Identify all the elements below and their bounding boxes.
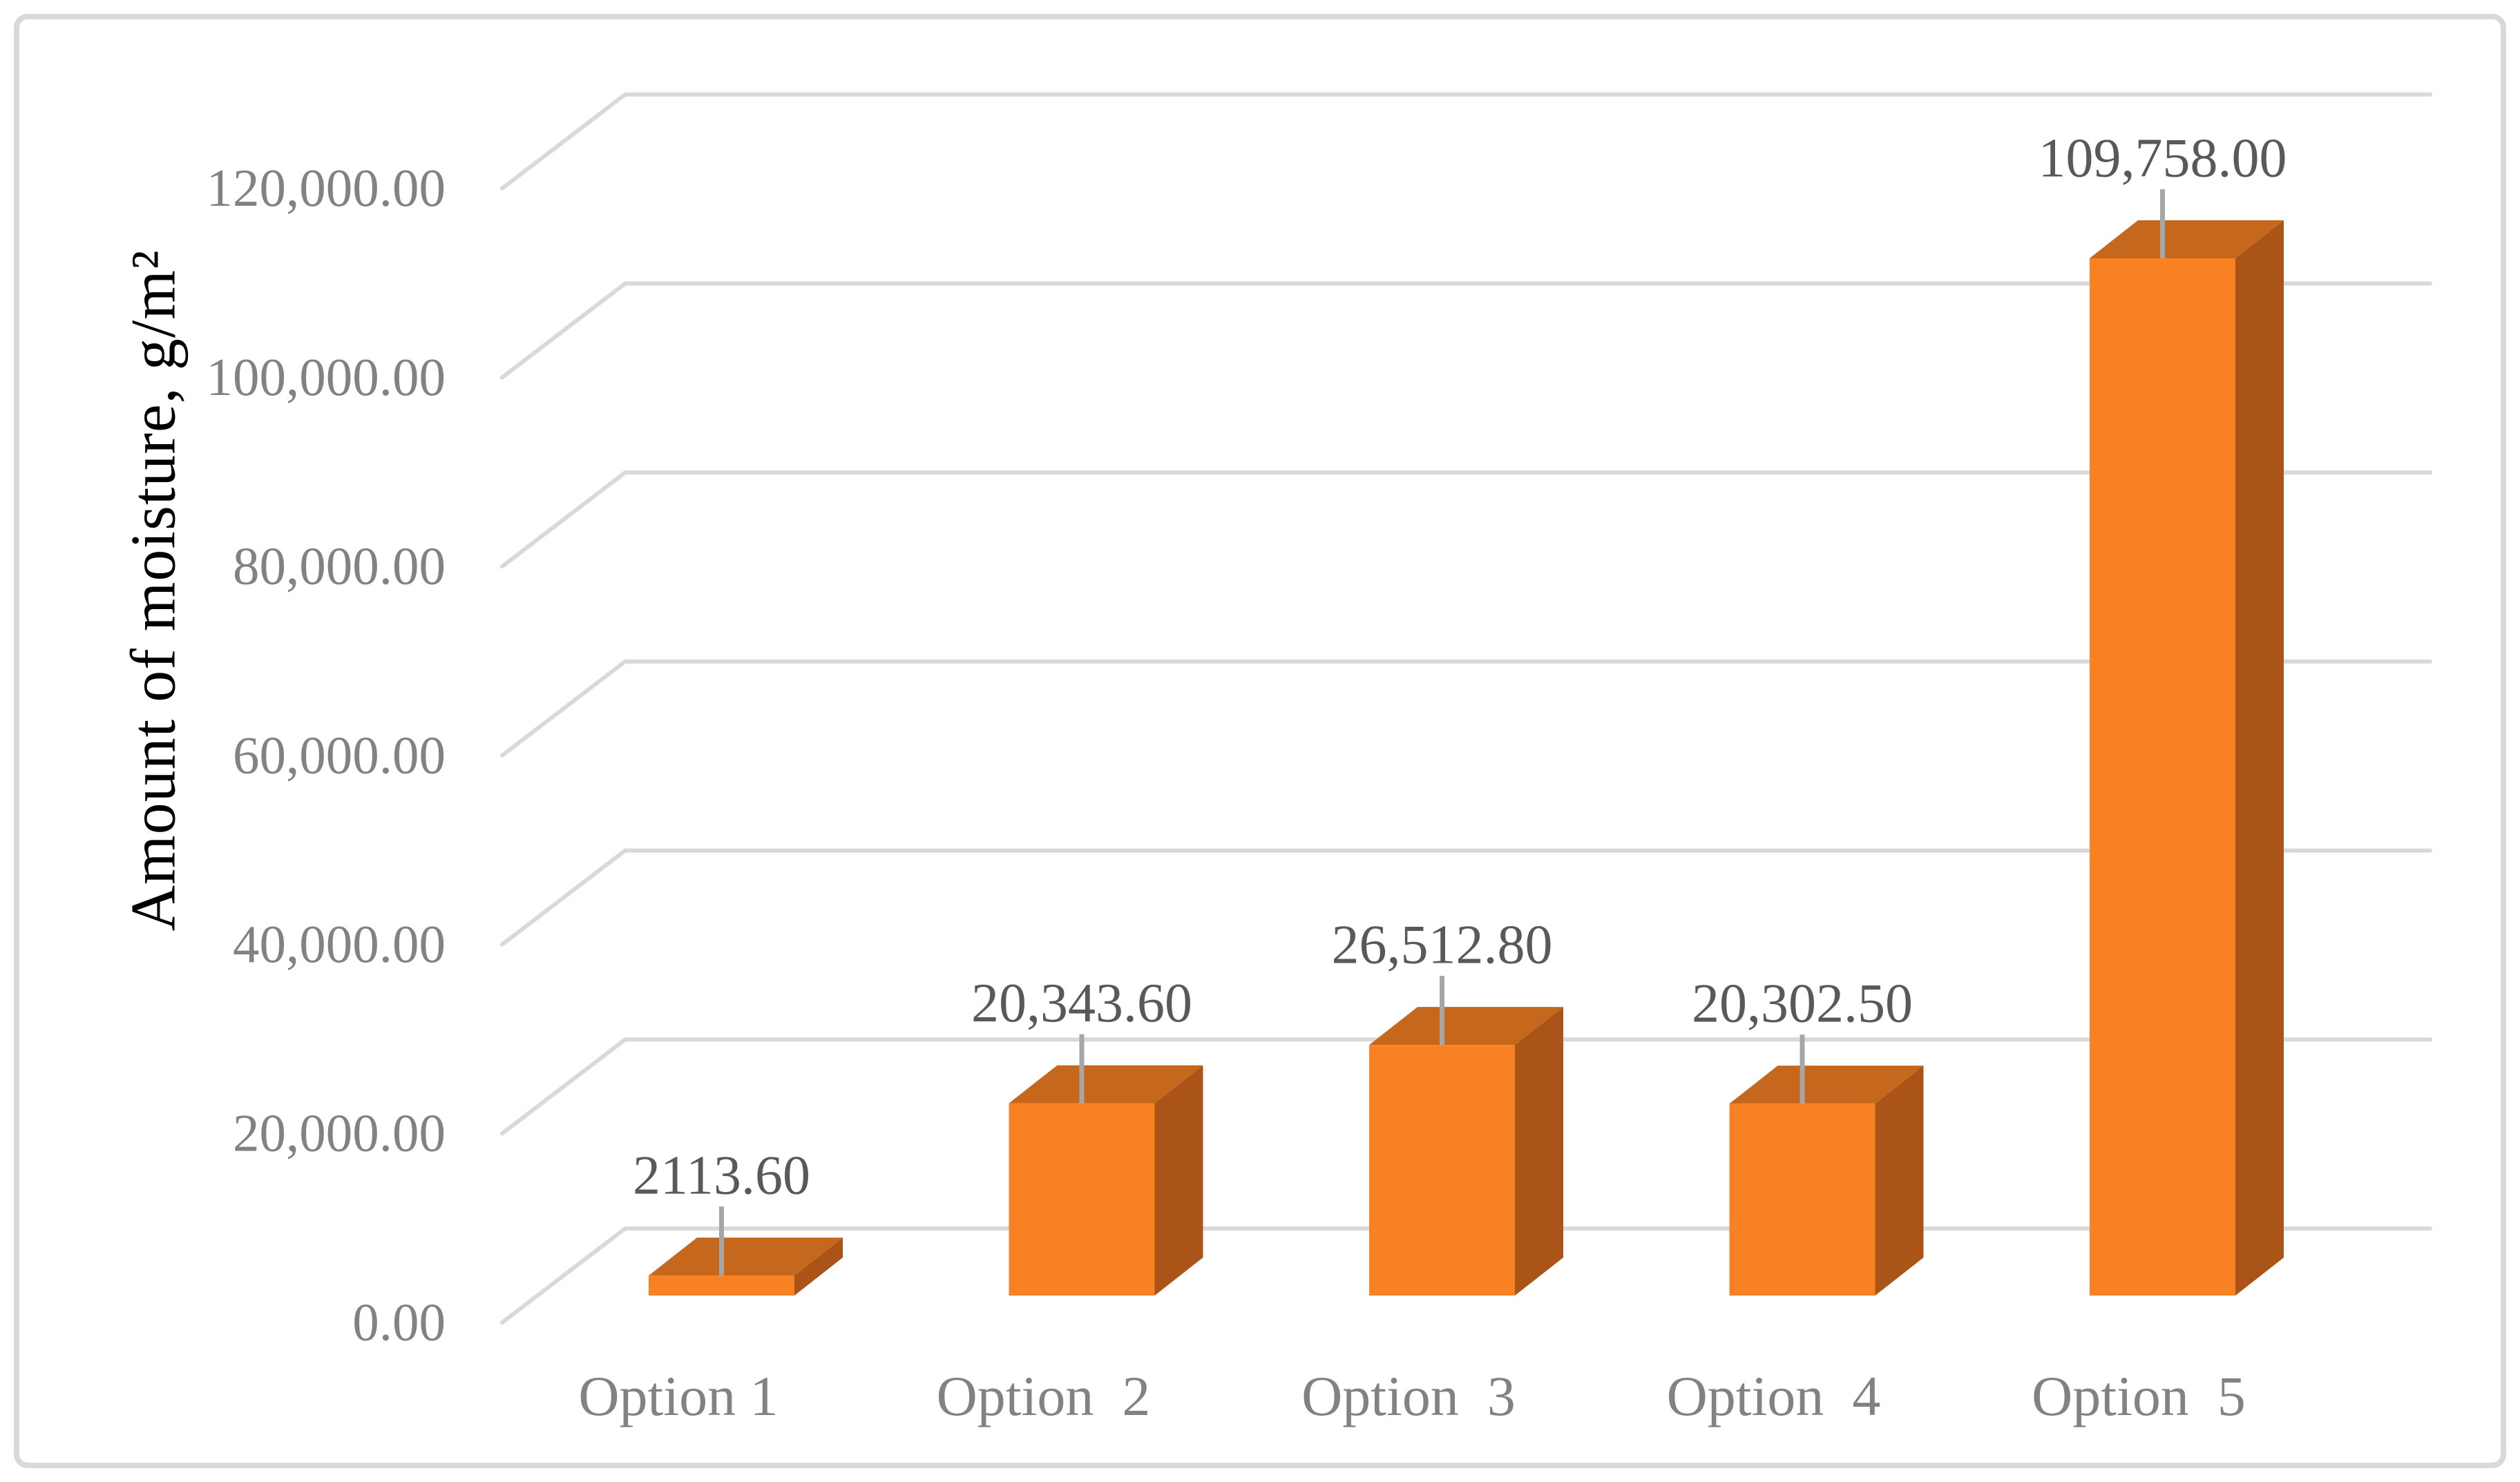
labels-layer: 0.00 20,000.00 40,000.00 60,000.00 80,000.00… — [207, 128, 2287, 1427]
data-label: 109,758.00 — [2039, 128, 2287, 189]
bar — [1009, 1065, 1203, 1296]
gridline — [500, 659, 2432, 758]
data-label: 20,302.50 — [1692, 974, 1913, 1034]
bar-side-face — [2235, 220, 2284, 1296]
gridline — [500, 281, 2432, 380]
y-tick-label: 100,000.00 — [207, 347, 446, 407]
bar — [1729, 1066, 1924, 1296]
category-label: Option 4 — [1667, 1365, 1881, 1427]
category-label: Option 3 — [1301, 1365, 1516, 1427]
bar — [2090, 220, 2284, 1296]
bar-front-face — [1729, 1104, 1875, 1296]
y-tick-label: 60,000.00 — [233, 725, 446, 785]
bar-top-face — [1369, 1007, 1563, 1046]
y-axis-title: Amount of moisture, g/m² — [117, 250, 188, 932]
bar-top-face — [1729, 1066, 1924, 1104]
bar-side-face — [794, 1238, 843, 1296]
chart-frame-border — [14, 14, 2506, 1468]
y-tick-label: 20,000.00 — [233, 1104, 446, 1163]
bars-layer — [649, 220, 2284, 1296]
bar-top-face — [2090, 220, 2284, 258]
category-label: Option 1 — [578, 1365, 778, 1427]
y-tick-label: 120,000.00 — [207, 158, 446, 218]
data-label: 2113.60 — [633, 1145, 810, 1206]
y-tick-label: 80,000.00 — [233, 537, 446, 596]
bar-front-face — [1009, 1103, 1155, 1296]
bar-front-face — [2090, 258, 2235, 1296]
category-label: Option 5 — [2032, 1365, 2246, 1427]
bar — [1369, 1007, 1563, 1296]
bar-top-face — [1009, 1065, 1203, 1104]
bar-front-face — [1369, 1045, 1515, 1296]
bar-side-face — [1154, 1065, 1203, 1296]
y-tick-label: 0.00 — [352, 1292, 446, 1351]
gridline — [500, 92, 2432, 191]
data-label: 20,343.60 — [971, 973, 1192, 1034]
gridline — [500, 848, 2432, 947]
bar — [649, 1238, 843, 1296]
bar-side-face — [1875, 1066, 1924, 1296]
bar-side-face — [1515, 1007, 1563, 1296]
gridline — [500, 470, 2432, 569]
bar-front-face — [649, 1276, 794, 1296]
gridline — [500, 1037, 2432, 1136]
y-tick-label: 40,000.00 — [233, 914, 446, 974]
bar-top-face — [649, 1238, 843, 1276]
data-label: 26,512.80 — [1332, 915, 1553, 976]
category-label: Option 2 — [937, 1365, 1151, 1427]
